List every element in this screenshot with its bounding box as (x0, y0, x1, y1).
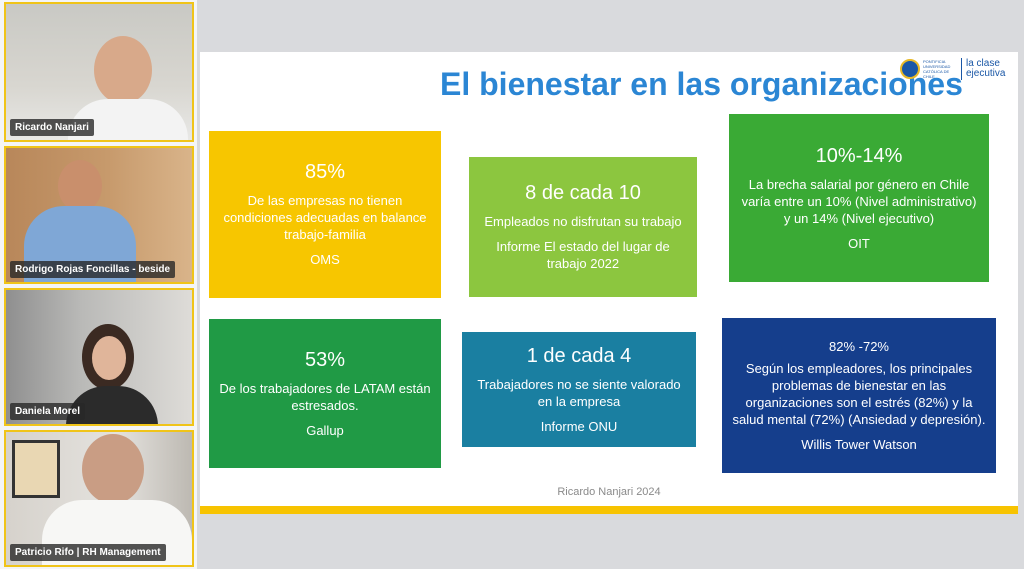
stat-text: Trabajadores no se siente valorado en la… (477, 376, 681, 409)
slide-title: El bienestar en las organizaciones (440, 66, 963, 102)
stat-source: OIT (848, 235, 870, 251)
university-logo: PONTIFICIA UNIVERSIDAD CATÓLICA DE CHILE… (900, 54, 1012, 84)
participant-tile[interactable]: Daniela Morel (4, 288, 194, 426)
participant-name: Patricio Rifo | RH Management (10, 544, 166, 561)
participant-video (6, 4, 192, 140)
slide: El bienestar en las organizaciones PONTI… (200, 52, 1018, 514)
university-seal-icon (900, 59, 920, 79)
stat-value: 82% -72% (829, 338, 889, 354)
stat-card: 8 de cada 10 Empleados no disfrutan su t… (469, 157, 697, 297)
stat-card: 10%-14% La brecha salarial por género en… (729, 114, 989, 282)
stat-value: 10%-14% (815, 144, 903, 167)
participant-video (6, 148, 192, 282)
stat-card: 82% -72% Según los empleadores, los prin… (722, 318, 996, 473)
participant-name: Ricardo Nanjari (10, 119, 94, 136)
stat-value: 85% (304, 161, 346, 183)
stat-value: 1 de cada 4 (526, 344, 632, 367)
stat-value: 8 de cada 10 (525, 182, 641, 204)
slide-footer: Ricardo Nanjari 2024 (557, 486, 661, 498)
stat-text: Empleados no disfrutan su trabajo (484, 214, 682, 229)
stat-text: De las empresas no tienen condiciones ad… (223, 193, 427, 242)
stat-text: La brecha salarial por género en Chile v… (741, 176, 977, 226)
university-name: PONTIFICIA UNIVERSIDAD CATÓLICA DE CHILE (923, 59, 951, 79)
brand-name: la clase ejecutiva (966, 59, 1005, 79)
participant-tile[interactable]: Ricardo Nanjari (4, 2, 194, 142)
participant-tile[interactable]: Patricio Rifo | RH Management (4, 430, 194, 567)
logo-divider (961, 58, 962, 80)
stat-source: Gallup (306, 422, 344, 438)
brand-line2: ejecutiva (966, 68, 1006, 79)
participant-name: Rodrigo Rojas Foncillas - beside (10, 261, 176, 278)
brand-line1: la clase (966, 58, 1000, 69)
stat-card: 1 de cada 4 Trabajadores no se siente va… (462, 332, 696, 447)
stat-card: 53% De los trabajadores de LATAM están e… (209, 319, 441, 468)
participant-tile[interactable]: Rodrigo Rojas Foncillas - beside (4, 146, 194, 284)
stat-source: Informe ONU (540, 418, 618, 434)
participant-name: Daniela Morel (10, 403, 86, 420)
stat-text: Según los empleadores, los principales p… (732, 360, 986, 427)
participants-panel: Ricardo Nanjari Rodrigo Rojas Foncillas … (4, 2, 194, 567)
stat-source: Willis Tower Watson (801, 436, 917, 452)
stat-card: 85% De las empresas no tienen condicione… (209, 131, 441, 298)
stat-text: De los trabajadores de LATAM están estre… (219, 380, 431, 413)
stat-source: OMS (310, 252, 340, 267)
participant-video (6, 290, 192, 424)
stat-source: Informe El estado del lugar de trabajo 2… (496, 239, 670, 271)
stat-value: 53% (304, 348, 346, 371)
